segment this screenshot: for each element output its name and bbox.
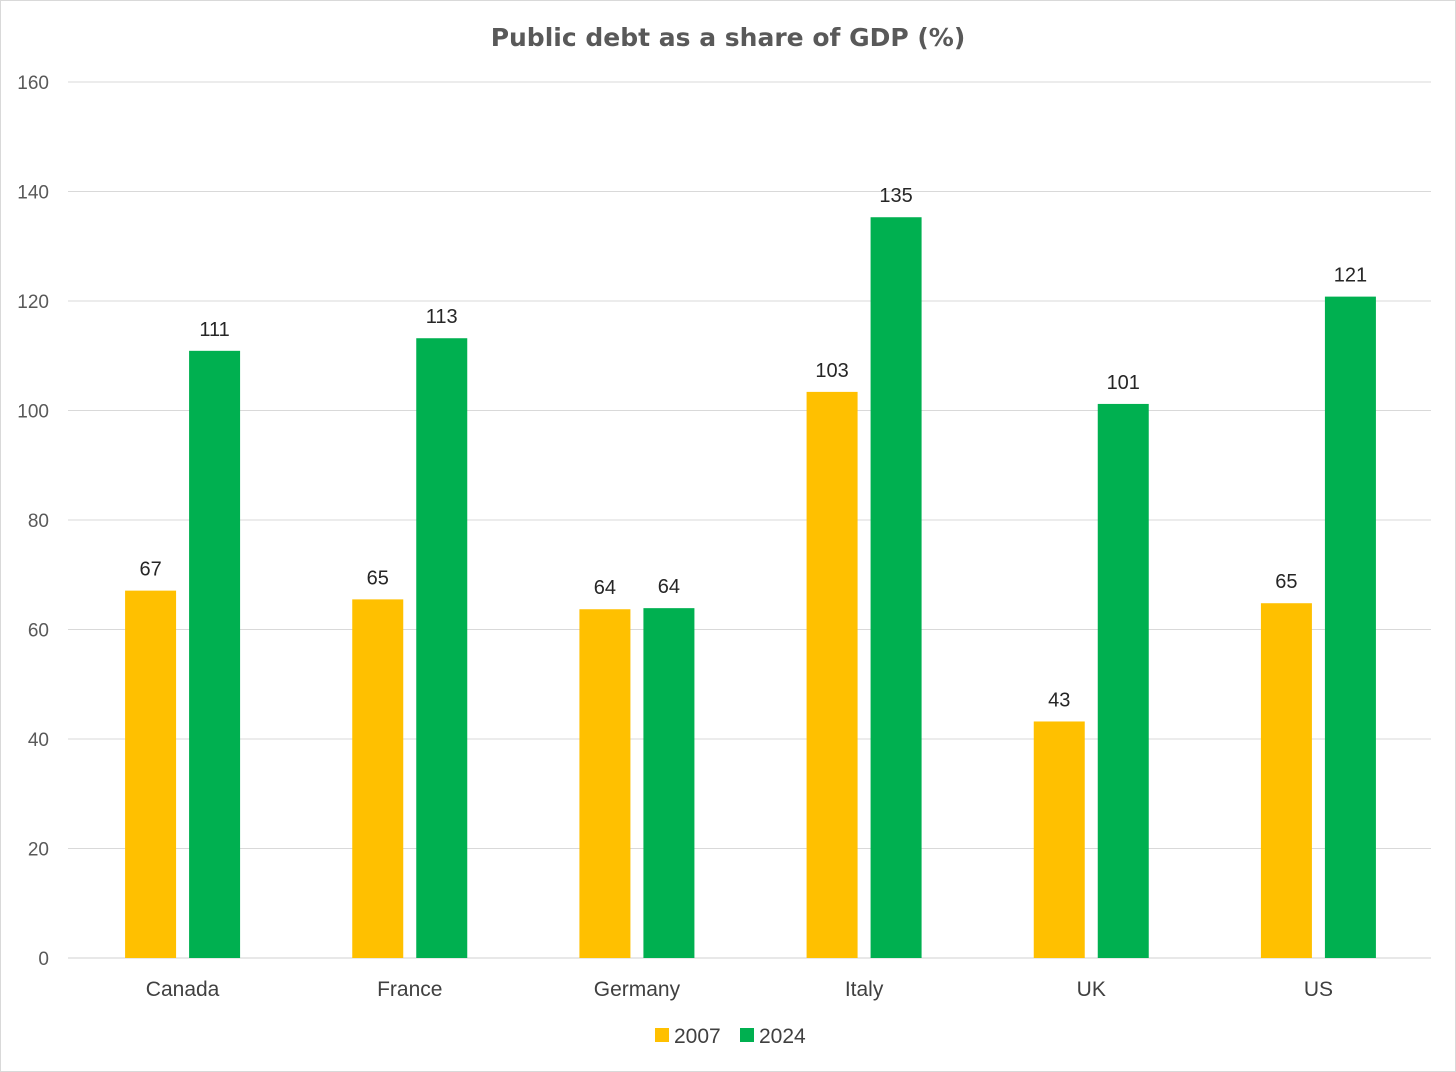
bar-italy-2024 bbox=[870, 217, 922, 959]
bar-uk-2024 bbox=[1097, 403, 1149, 958]
y-axis-tick-labels: 0 20 40 60 80 100 120 140 160 bbox=[17, 73, 49, 970]
category-label: US bbox=[1304, 978, 1333, 1001]
y-tick-label: 80 bbox=[28, 511, 49, 532]
y-tick-label: 140 bbox=[17, 183, 49, 204]
bar-germany-2007 bbox=[579, 609, 631, 958]
y-tick-label: 20 bbox=[28, 840, 49, 861]
bar-canada-2007 bbox=[125, 590, 177, 958]
x-axis-category-labels: Canada France Germany Italy UK US bbox=[146, 978, 1333, 1001]
legend-swatch bbox=[655, 1028, 669, 1042]
bar-france-2024 bbox=[416, 338, 468, 959]
bar-canada-2024 bbox=[189, 350, 241, 958]
category-label: Canada bbox=[146, 978, 220, 1001]
data-label: 135 bbox=[879, 185, 912, 207]
data-label: 64 bbox=[658, 576, 680, 598]
legend-item-2007: 2007 bbox=[655, 1025, 721, 1048]
data-labels: 67 111 65 113 64 64 103 135 43 101 65 121 bbox=[139, 185, 1367, 711]
y-tick-label: 40 bbox=[28, 730, 49, 751]
bar-italy-2007 bbox=[806, 391, 858, 958]
legend-label: 2007 bbox=[674, 1025, 721, 1048]
bar-us-2007 bbox=[1260, 603, 1312, 958]
y-tick-label: 60 bbox=[28, 621, 49, 642]
category-label: France bbox=[377, 978, 442, 1001]
data-label: 103 bbox=[815, 360, 848, 382]
bar-uk-2007 bbox=[1033, 721, 1085, 958]
data-label: 113 bbox=[426, 306, 458, 328]
bar-germany-2024 bbox=[643, 608, 695, 958]
y-tick-label: 160 bbox=[17, 73, 49, 94]
y-tick-label: 0 bbox=[38, 949, 49, 970]
y-tick-label: 120 bbox=[17, 292, 49, 313]
chart-title: Public debt as a share of GDP (%) bbox=[491, 23, 966, 52]
legend-label: 2024 bbox=[759, 1025, 806, 1048]
y-tick-label: 100 bbox=[17, 402, 49, 423]
bar-france-2007 bbox=[352, 599, 404, 958]
category-label: Germany bbox=[594, 978, 681, 1001]
legend: 2007 2024 bbox=[655, 1025, 806, 1048]
data-label: 67 bbox=[139, 559, 161, 581]
legend-swatch bbox=[740, 1028, 754, 1042]
bars bbox=[125, 217, 1376, 959]
data-label: 65 bbox=[1275, 571, 1297, 593]
category-label: UK bbox=[1077, 978, 1106, 1001]
data-label: 111 bbox=[199, 319, 229, 341]
data-label: 65 bbox=[367, 567, 389, 589]
gridlines bbox=[68, 81, 1431, 959]
category-label: Italy bbox=[845, 978, 884, 1001]
data-label: 64 bbox=[594, 577, 616, 599]
data-label: 43 bbox=[1048, 689, 1070, 711]
bar-us-2024 bbox=[1324, 296, 1376, 958]
data-label: 121 bbox=[1334, 265, 1367, 287]
legend-item-2024: 2024 bbox=[740, 1025, 806, 1048]
data-label: 101 bbox=[1107, 372, 1140, 394]
